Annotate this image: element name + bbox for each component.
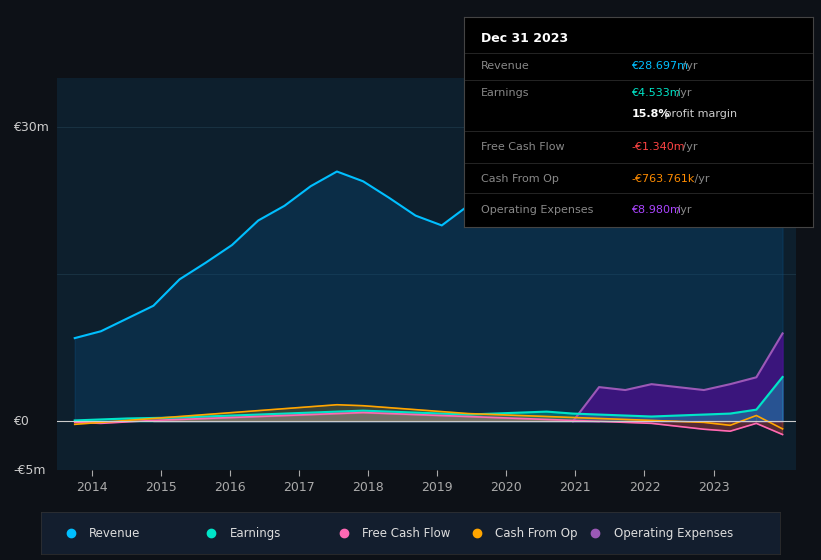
Text: Free Cash Flow: Free Cash Flow	[481, 142, 565, 152]
Text: /yr: /yr	[690, 174, 709, 184]
Text: Dec 31 2023: Dec 31 2023	[481, 31, 568, 44]
Text: €8.980m: €8.980m	[631, 205, 681, 215]
Text: Cash From Op: Cash From Op	[481, 174, 559, 184]
Text: Cash From Op: Cash From Op	[496, 527, 578, 540]
Text: Free Cash Flow: Free Cash Flow	[363, 527, 451, 540]
Text: /yr: /yr	[673, 205, 691, 215]
Text: Earnings: Earnings	[230, 527, 281, 540]
Text: €28.697m: €28.697m	[631, 61, 688, 71]
Text: -€763.761k: -€763.761k	[631, 174, 695, 184]
Text: /yr: /yr	[679, 142, 697, 152]
Text: /yr: /yr	[679, 61, 697, 71]
Text: €0: €0	[13, 415, 29, 428]
Text: 15.8%: 15.8%	[631, 109, 670, 119]
Text: -€5m: -€5m	[13, 464, 46, 477]
Text: Operating Expenses: Operating Expenses	[481, 205, 594, 215]
Text: /yr: /yr	[673, 88, 691, 99]
Text: -€1.340m: -€1.340m	[631, 142, 685, 152]
Text: €30m: €30m	[13, 121, 49, 134]
Text: Revenue: Revenue	[481, 61, 530, 71]
Text: Operating Expenses: Operating Expenses	[613, 527, 733, 540]
Text: Earnings: Earnings	[481, 88, 530, 99]
Text: profit margin: profit margin	[661, 109, 737, 119]
Text: Revenue: Revenue	[89, 527, 140, 540]
Text: €4.533m: €4.533m	[631, 88, 681, 99]
